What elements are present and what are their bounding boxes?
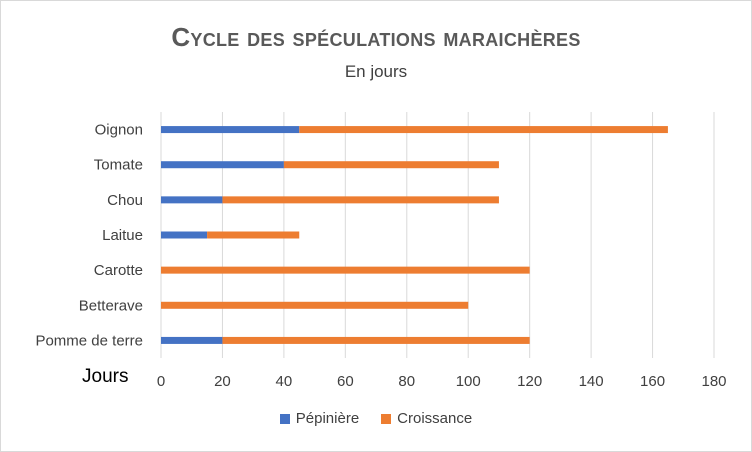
bar-pepiniere bbox=[161, 126, 300, 134]
bar-croissance bbox=[207, 231, 300, 239]
legend-swatch-croissance bbox=[381, 413, 392, 424]
chart-subtitle: En jours bbox=[344, 62, 408, 81]
category-label: Chou bbox=[107, 192, 143, 209]
legend-label-pepiniere: Pépinière bbox=[295, 410, 360, 427]
legend: Pépinière Croissance bbox=[0, 410, 752, 427]
bar-croissance bbox=[222, 196, 499, 204]
x-tick-label: 180 bbox=[701, 373, 726, 390]
legend-label-croissance: Croissance bbox=[397, 410, 473, 427]
bar-croissance bbox=[283, 161, 499, 169]
bar-pepiniere bbox=[161, 196, 223, 204]
legend-item-croissance: Croissance bbox=[381, 410, 472, 427]
legend-swatch-pepiniere bbox=[279, 413, 290, 424]
x-tick-label: 100 bbox=[456, 373, 481, 390]
bar-pepiniere bbox=[161, 161, 284, 169]
x-tick-label: 0 bbox=[157, 373, 165, 390]
bar-pepiniere bbox=[161, 231, 208, 239]
category-label: Oignon bbox=[95, 122, 143, 139]
bar-croissance bbox=[222, 336, 530, 344]
legend-item-pepiniere: Pépinière bbox=[279, 410, 360, 427]
x-tick-label: 120 bbox=[517, 373, 542, 390]
x-tick-label: 40 bbox=[276, 373, 293, 390]
category-label: Betterave bbox=[79, 297, 143, 314]
category-label: Carotte bbox=[94, 262, 143, 279]
bar-pepiniere bbox=[161, 336, 223, 344]
x-axis-label: Jours bbox=[82, 366, 129, 387]
x-tick-label: 140 bbox=[579, 373, 604, 390]
x-tick-label: 60 bbox=[337, 373, 354, 390]
bar-croissance bbox=[161, 301, 469, 309]
x-tick-label: 80 bbox=[398, 373, 415, 390]
bar-croissance bbox=[161, 266, 530, 274]
category-label: Tomate bbox=[94, 157, 143, 174]
category-label: Laitue bbox=[102, 227, 143, 244]
x-tick-label: 20 bbox=[214, 373, 231, 390]
chart-title: Cycle des spéculations maraichères bbox=[171, 22, 581, 52]
bar-croissance bbox=[299, 126, 668, 134]
x-tick-label: 160 bbox=[640, 373, 665, 390]
category-label: Pomme de terre bbox=[35, 332, 143, 349]
